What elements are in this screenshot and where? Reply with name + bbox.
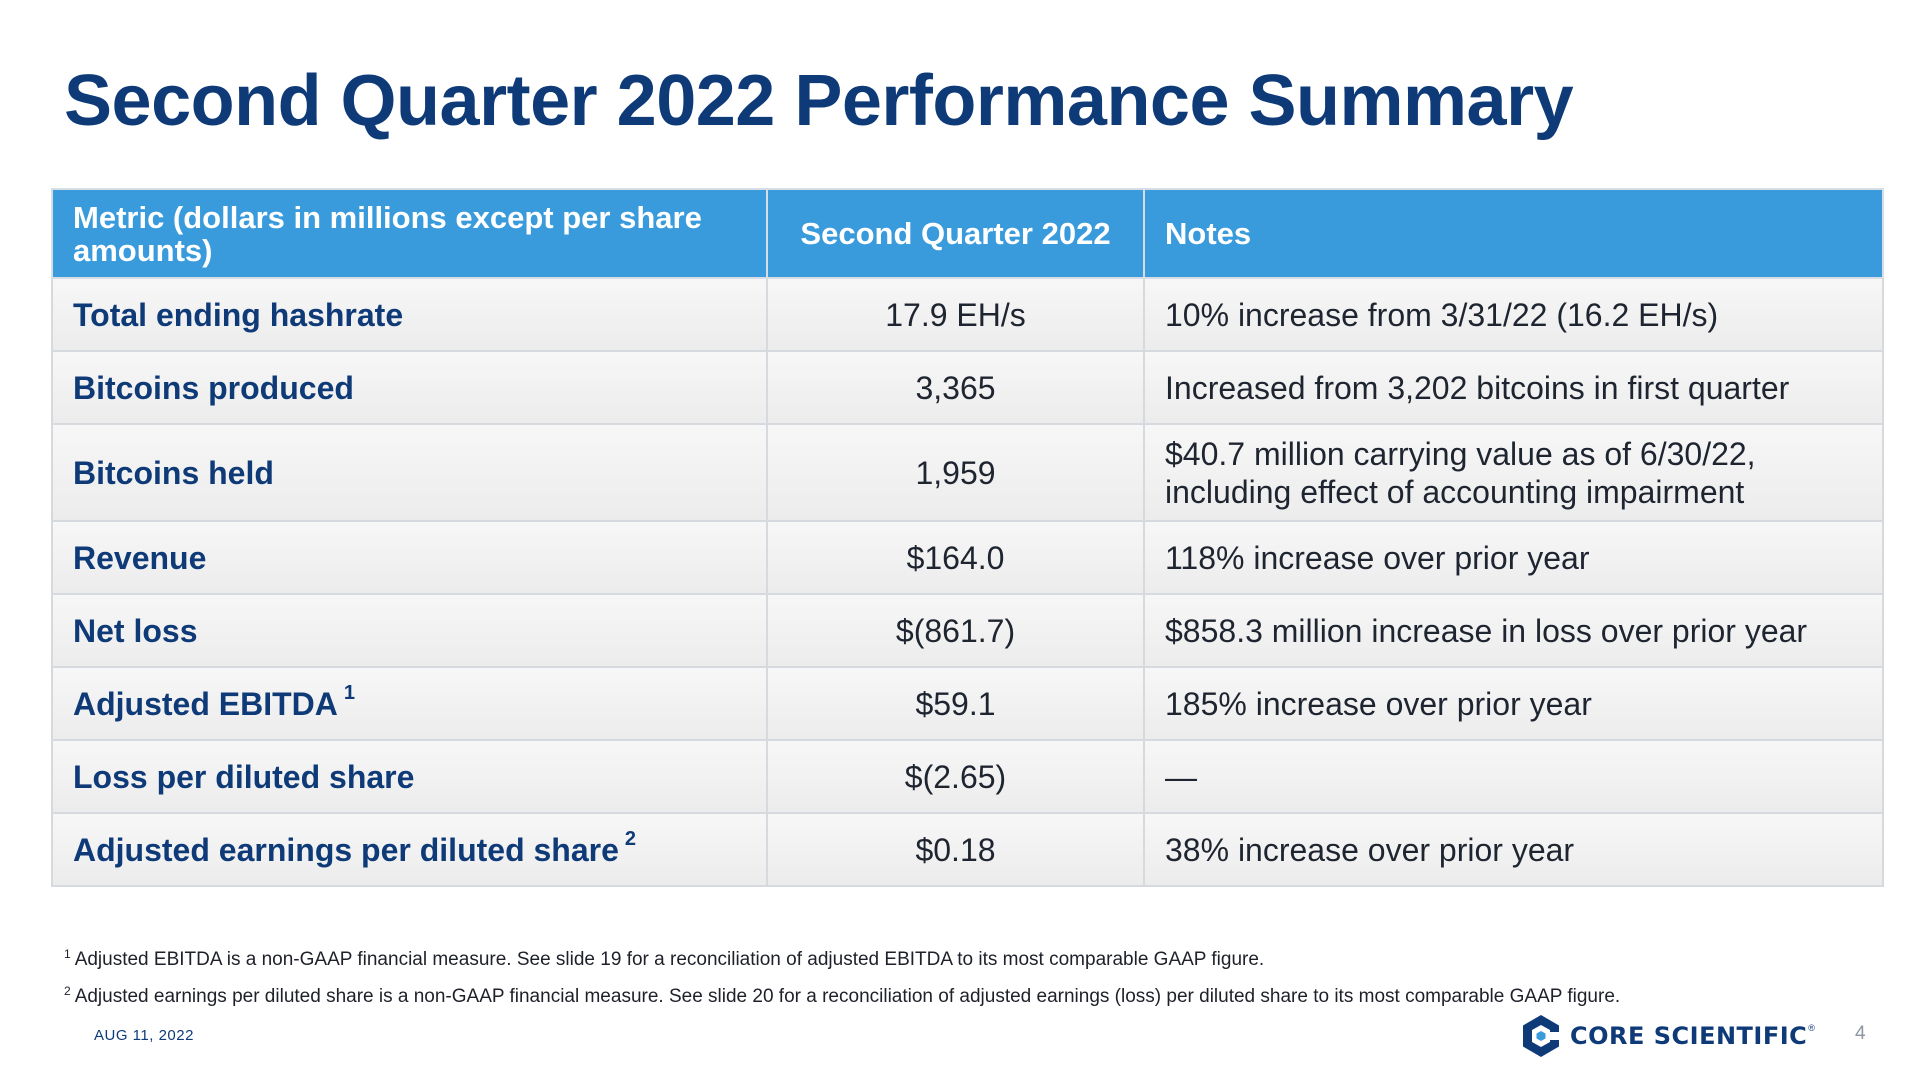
table-row: Adjusted EBITDA 1 $59.1 185% increase ove… [51,666,1884,741]
note-cell: 38% increase over prior year [1143,812,1884,887]
metric-label: Revenue [73,539,207,576]
note-cell: 118% increase over prior year [1143,520,1884,595]
note-cell: — [1143,739,1884,814]
table-row: Revenue $164.0 118% increase over prior … [51,520,1884,595]
footnote-2: 2 Adjusted earnings per diluted share is … [64,985,1620,1009]
value-cell: $164.0 [766,520,1145,595]
header-second-quarter-2022: Second Quarter 2022 [766,188,1145,279]
table-header-row: Metric (dollars in millions except per s… [51,188,1884,279]
note-cell: $40.7 million carrying value as of 6/30/… [1143,423,1884,522]
metric-label: Bitcoins held [73,454,274,491]
footnote-text: Adjusted EBITDA is a non-GAAP financial … [74,949,1265,970]
metric-cell: Bitcoins produced [51,350,768,425]
metric-label: Bitcoins produced [73,369,354,406]
logo-text: CORE SCIENTIFIC [1570,1022,1808,1050]
metric-label: Total ending hashrate [73,296,404,333]
core-scientific-logo: CORE SCIENTIFIC ® [1518,1013,1815,1059]
value-cell: 1,959 [766,423,1145,522]
registered-mark: ® [1808,1023,1815,1033]
header-notes: Notes [1143,188,1884,279]
value-cell: 17.9 EH/s [766,277,1145,352]
note-cell: $858.3 million increase in loss over pri… [1143,593,1884,668]
footnote-marker: 2 [624,827,637,850]
footnote-marker: 1 [64,946,71,961]
table-row: Total ending hashrate 17.9 EH/s 10% incr… [51,277,1884,352]
note-cell: 185% increase over prior year [1143,666,1884,741]
performance-summary-table-container: Metric (dollars in millions except per s… [51,188,1884,887]
note-cell: Increased from 3,202 bitcoins in first q… [1143,350,1884,425]
metric-cell: Loss per diluted share [51,739,768,814]
table-row: Loss per diluted share $(2.65) — [51,739,1884,814]
note-cell: 10% increase from 3/31/22 (16.2 EH/s) [1143,277,1884,352]
metric-cell: Bitcoins held [51,423,768,522]
footnote-marker: 2 [64,983,71,998]
page-number: 4 [1855,1023,1866,1044]
metric-label: Net loss [73,612,198,649]
table-row: Net loss $(861.7) $858.3 million increas… [51,593,1884,668]
metric-cell: Revenue [51,520,768,595]
date-label: AUG 11, 2022 [94,1027,194,1044]
value-cell: $0.18 [766,812,1145,887]
metric-label: Adjusted EBITDA [73,685,338,722]
metric-label: Adjusted earnings per diluted share [73,831,619,868]
value-cell: $(861.7) [766,593,1145,668]
page-title: Second Quarter 2022 Performance Summary [64,61,1574,141]
footnote-text: Adjusted earnings per diluted share is a… [74,986,1621,1007]
performance-summary-table: Metric (dollars in millions except per s… [51,188,1884,887]
footnotes: 1 Adjusted EBITDA is a non-GAAP financial… [64,948,1620,1022]
metric-cell: Adjusted earnings per diluted share 2 [51,812,768,887]
table-row: Bitcoins held 1,959 $40.7 million carryi… [51,423,1884,522]
metric-cell: Total ending hashrate [51,277,768,352]
metric-cell: Net loss [51,593,768,668]
value-cell: $(2.65) [766,739,1145,814]
metric-cell: Adjusted EBITDA 1 [51,666,768,741]
hexagon-c-icon [1518,1013,1564,1059]
footnote-1: 1 Adjusted EBITDA is a non-GAAP financial… [64,948,1620,972]
metric-label: Loss per diluted share [73,758,415,795]
value-cell: 3,365 [766,350,1145,425]
footnote-marker: 1 [343,681,356,704]
table-row: Adjusted earnings per diluted share 2 $0.… [51,812,1884,887]
header-metric: Metric (dollars in millions except per s… [51,188,768,279]
table-row: Bitcoins produced 3,365 Increased from 3… [51,350,1884,425]
value-cell: $59.1 [766,666,1145,741]
